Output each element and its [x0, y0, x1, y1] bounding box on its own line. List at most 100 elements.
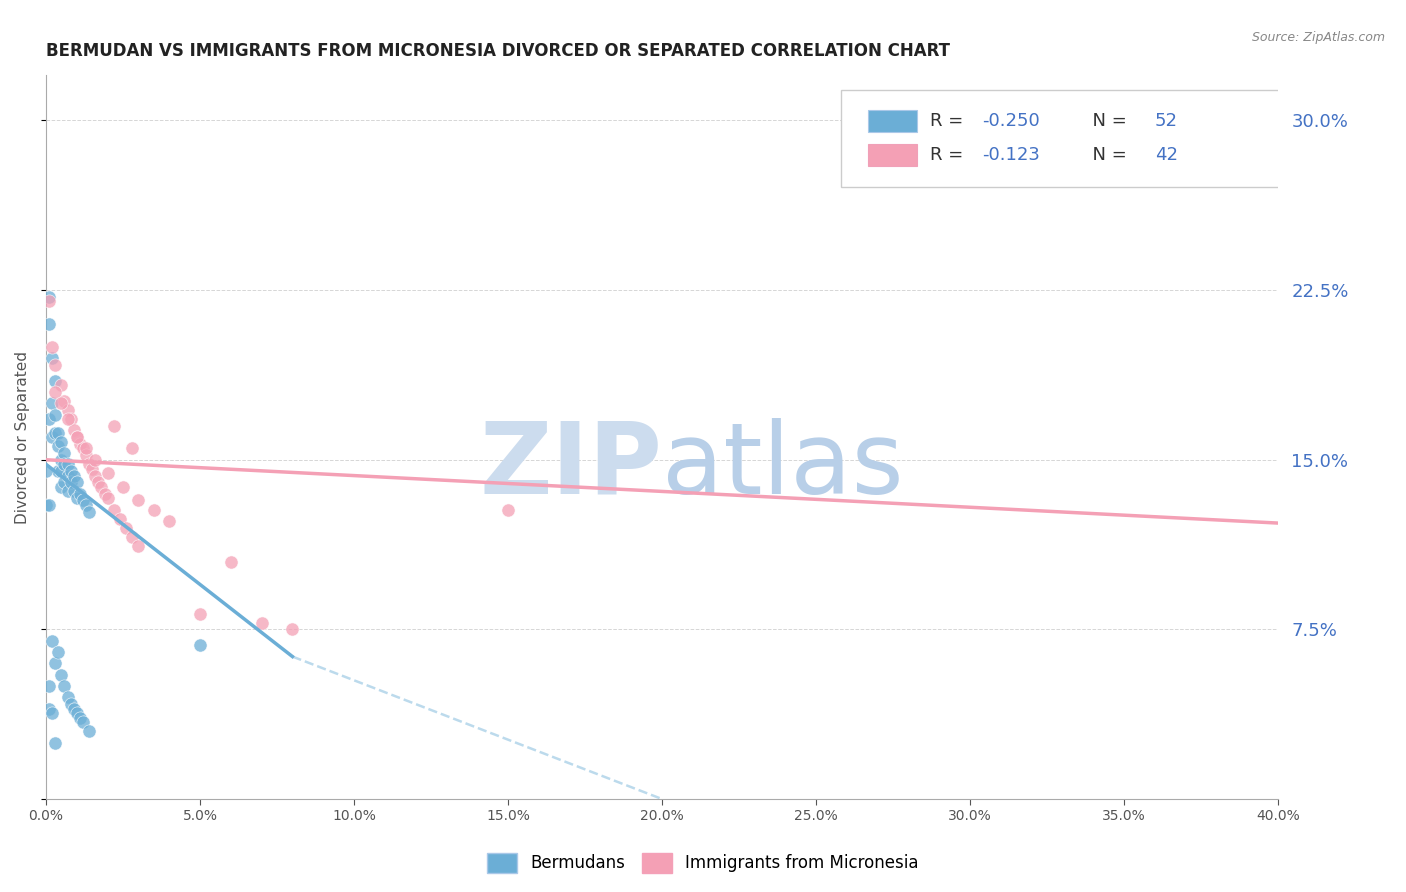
- Y-axis label: Divorced or Separated: Divorced or Separated: [15, 351, 30, 524]
- Point: [69, 437, 91, 451]
- FancyBboxPatch shape: [841, 90, 1285, 187]
- Point: [75, 448, 97, 462]
- Point: [97, 467, 120, 481]
- Point: [69, 711, 91, 725]
- Point: [41, 430, 63, 444]
- Point: [108, 511, 131, 525]
- Point: [72, 442, 94, 456]
- Point: [66, 475, 89, 490]
- Point: [66, 706, 89, 720]
- Point: [188, 638, 211, 652]
- Point: [46, 439, 69, 453]
- Point: [44, 408, 66, 422]
- Point: [219, 555, 242, 569]
- Point: [53, 457, 76, 471]
- Point: [59, 464, 82, 478]
- Point: [44, 358, 66, 372]
- Point: [38, 294, 60, 309]
- Point: [38, 290, 60, 304]
- Point: [188, 607, 211, 621]
- Point: [142, 502, 165, 516]
- Point: [56, 484, 79, 499]
- Point: [75, 442, 97, 456]
- Point: [53, 446, 76, 460]
- Point: [51, 480, 73, 494]
- Point: [59, 697, 82, 711]
- Point: [62, 484, 84, 499]
- Text: R =: R =: [929, 145, 969, 164]
- Point: [38, 701, 60, 715]
- Point: [250, 615, 273, 630]
- Point: [496, 502, 519, 516]
- Point: [121, 442, 143, 456]
- Point: [41, 351, 63, 365]
- Text: R =: R =: [929, 112, 969, 130]
- Point: [51, 378, 73, 392]
- Point: [157, 514, 180, 528]
- Text: N =: N =: [1081, 145, 1133, 164]
- Point: [53, 393, 76, 408]
- Point: [59, 475, 82, 490]
- Point: [82, 462, 104, 476]
- Point: [44, 735, 66, 749]
- Point: [44, 425, 66, 440]
- Text: 42: 42: [1154, 145, 1178, 164]
- Point: [77, 457, 100, 471]
- Point: [56, 403, 79, 417]
- Point: [127, 539, 149, 553]
- Point: [103, 418, 125, 433]
- Point: [38, 317, 60, 331]
- Text: 52: 52: [1154, 112, 1178, 130]
- Point: [115, 520, 138, 534]
- Point: [46, 425, 69, 440]
- Point: [41, 340, 63, 354]
- Text: ZIP: ZIP: [479, 417, 662, 515]
- Text: -0.123: -0.123: [983, 145, 1040, 164]
- Point: [41, 706, 63, 720]
- Point: [103, 502, 125, 516]
- Point: [97, 491, 120, 506]
- Point: [51, 434, 73, 449]
- Text: Source: ZipAtlas.com: Source: ZipAtlas.com: [1251, 31, 1385, 45]
- Point: [66, 491, 89, 506]
- Point: [51, 452, 73, 467]
- Point: [41, 396, 63, 410]
- Point: [38, 498, 60, 512]
- Point: [90, 480, 112, 494]
- Point: [77, 724, 100, 739]
- Point: [51, 396, 73, 410]
- Point: [51, 464, 73, 478]
- Point: [62, 701, 84, 715]
- Point: [121, 530, 143, 544]
- Point: [41, 633, 63, 648]
- Point: [35, 464, 58, 478]
- Point: [69, 486, 91, 500]
- Point: [127, 493, 149, 508]
- Point: [77, 505, 100, 519]
- Point: [59, 412, 82, 426]
- Point: [56, 468, 79, 483]
- Point: [281, 623, 304, 637]
- Point: [84, 452, 107, 467]
- Point: [44, 374, 66, 388]
- Point: [53, 475, 76, 490]
- Point: [38, 412, 60, 426]
- Point: [44, 384, 66, 399]
- Text: BERMUDAN VS IMMIGRANTS FROM MICRONESIA DIVORCED OR SEPARATED CORRELATION CHART: BERMUDAN VS IMMIGRANTS FROM MICRONESIA D…: [46, 42, 950, 60]
- Point: [111, 480, 134, 494]
- Point: [72, 493, 94, 508]
- Legend: Bermudans, Immigrants from Micronesia: Bermudans, Immigrants from Micronesia: [481, 847, 925, 880]
- Point: [56, 690, 79, 705]
- Point: [93, 486, 115, 500]
- Point: [38, 679, 60, 693]
- Point: [56, 412, 79, 426]
- Point: [66, 430, 89, 444]
- Point: [51, 667, 73, 681]
- Point: [62, 423, 84, 437]
- Point: [46, 645, 69, 659]
- Point: [75, 498, 97, 512]
- Point: [66, 430, 89, 444]
- Point: [84, 468, 107, 483]
- Point: [53, 679, 76, 693]
- Point: [56, 457, 79, 471]
